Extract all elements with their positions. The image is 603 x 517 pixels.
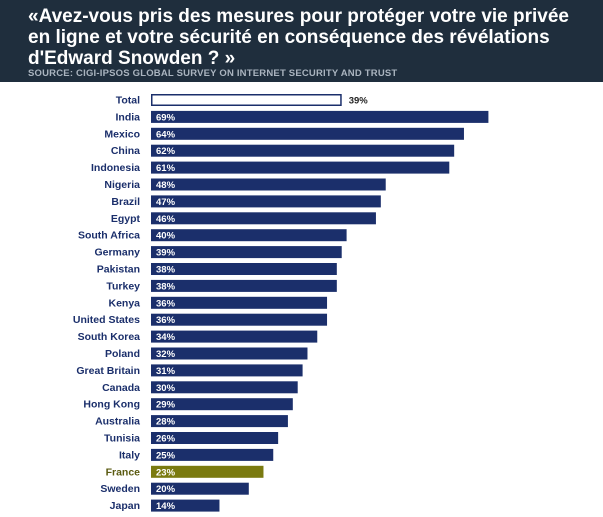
category-label-indonesia: Indonesia — [91, 162, 140, 174]
category-label-total: Total — [116, 95, 140, 107]
bar-china — [151, 144, 455, 157]
value-label-brazil: 47% — [156, 197, 176, 208]
value-label-nigeria: 48% — [156, 180, 176, 191]
category-label-turkey: Turkey — [106, 280, 140, 292]
value-label-total: 39% — [349, 96, 369, 107]
bar-australia — [151, 415, 288, 428]
category-label-france: France — [106, 466, 141, 478]
chart-title: «Avez-vous pris des mesures pour protége… — [28, 6, 569, 69]
value-label-pakistan: 38% — [156, 265, 176, 276]
value-label-japan: 14% — [156, 501, 176, 512]
category-label-south-africa: South Africa — [78, 230, 140, 242]
bar-great-britain — [151, 364, 303, 377]
bar-india — [151, 110, 489, 123]
bar-total — [151, 94, 342, 106]
bar-south-africa — [151, 229, 347, 242]
category-label-great-britain: Great Britain — [76, 365, 140, 377]
value-label-italy: 25% — [156, 450, 176, 461]
category-label-india: India — [115, 111, 140, 123]
chart-header: «Avez-vous pris des mesures pour protége… — [0, 0, 603, 82]
bar-italy — [151, 448, 274, 461]
bar-indonesia — [151, 161, 450, 174]
bar-hong-kong — [151, 398, 293, 411]
value-label-south-africa: 40% — [156, 231, 176, 242]
value-label-france: 23% — [156, 467, 176, 478]
bar-germany — [151, 246, 342, 259]
bar-chart: Total 39% India 69% Mexico 64% China 62% Indones… — [73, 94, 489, 512]
bar-japan — [151, 499, 220, 512]
category-label-pakistan: Pakistan — [97, 264, 140, 276]
bar-south-korea — [151, 330, 318, 343]
value-label-kenya: 36% — [156, 298, 176, 309]
bar-kenya — [151, 296, 328, 309]
bar-pakistan — [151, 263, 337, 275]
category-label-brazil: Brazil — [111, 196, 140, 208]
category-label-australia: Australia — [95, 416, 140, 428]
value-label-sweden: 20% — [156, 484, 176, 495]
value-label-egypt: 46% — [156, 214, 176, 225]
bar-turkey — [151, 279, 337, 292]
category-label-united-states: United States — [73, 314, 140, 326]
bar-brazil — [151, 195, 381, 208]
bar-poland — [151, 347, 308, 360]
category-label-poland: Poland — [105, 348, 140, 360]
category-label-hong-kong: Hong Kong — [83, 399, 140, 411]
bar-egypt — [151, 212, 376, 225]
value-label-china: 62% — [156, 146, 176, 157]
category-label-mexico: Mexico — [104, 128, 140, 140]
value-label-india: 69% — [156, 112, 176, 123]
bar-mexico — [151, 127, 464, 140]
category-label-germany: Germany — [94, 247, 140, 259]
bar-canada — [151, 381, 298, 394]
category-label-italy: Italy — [119, 449, 140, 461]
category-label-canada: Canada — [102, 382, 140, 394]
category-label-sweden: Sweden — [100, 483, 140, 495]
category-label-egypt: Egypt — [111, 213, 141, 225]
value-label-mexico: 64% — [156, 129, 176, 140]
chart-source: SOURCE: CIGI-IPSOS GLOBAL SURVEY ON INTE… — [28, 68, 398, 79]
value-label-canada: 30% — [156, 383, 176, 394]
chart-area: Total 39% India 69% Mexico 64% China 62% Indones… — [0, 82, 603, 517]
bar-sweden — [151, 482, 249, 495]
category-label-tunisia: Tunisia — [104, 433, 140, 445]
value-label-indonesia: 61% — [156, 163, 176, 174]
value-label-hong-kong: 29% — [156, 400, 176, 411]
bar-nigeria — [151, 178, 386, 191]
value-label-great-britain: 31% — [156, 366, 176, 377]
category-label-china: China — [111, 145, 140, 157]
value-label-turkey: 38% — [156, 281, 176, 292]
bar-united-states — [151, 313, 328, 326]
value-label-tunisia: 26% — [156, 434, 176, 445]
category-label-japan: Japan — [110, 500, 140, 512]
value-label-south-korea: 34% — [156, 332, 176, 343]
bar-tunisia — [151, 432, 279, 444]
value-label-australia: 28% — [156, 417, 176, 428]
bar-france — [151, 465, 264, 478]
value-label-germany: 39% — [156, 248, 176, 259]
category-label-kenya: Kenya — [108, 297, 140, 309]
category-label-nigeria: Nigeria — [104, 179, 140, 191]
value-label-poland: 32% — [156, 349, 176, 360]
value-label-united-states: 36% — [156, 315, 176, 326]
category-label-south-korea: South Korea — [78, 331, 141, 343]
